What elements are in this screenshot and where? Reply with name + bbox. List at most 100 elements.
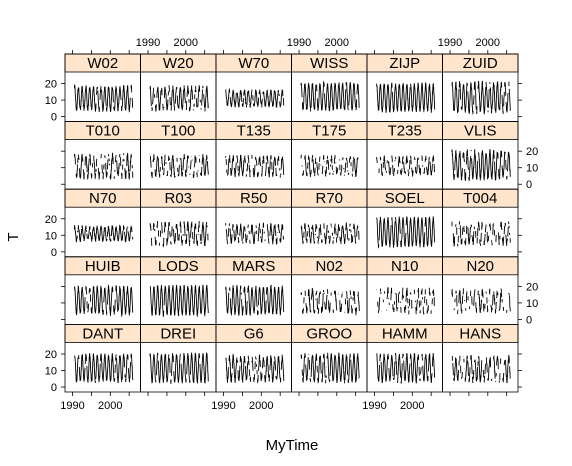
panel-zijp: ZIJP xyxy=(366,53,443,122)
series-line xyxy=(224,284,285,317)
series-line xyxy=(225,154,285,178)
panel-t135: T135 xyxy=(215,121,292,190)
panel-strip-label: N10 xyxy=(391,258,419,275)
panel-strip-label: DANT xyxy=(82,325,123,342)
panel-strip-label: ZIJP xyxy=(389,55,420,72)
x-tick-label: 1990 xyxy=(136,37,160,49)
panel-drei: DREI xyxy=(140,323,217,393)
panel-hans: HANS xyxy=(442,323,519,393)
panel-n10: N10 xyxy=(366,256,443,325)
x-tick-label: 2000 xyxy=(476,37,500,49)
panel-zuid: ZUID xyxy=(442,53,519,122)
y-tick-label: 10 xyxy=(526,298,538,310)
y-tick-label: 0 xyxy=(51,112,57,124)
series-line xyxy=(149,85,209,112)
panel-strip-label: DREI xyxy=(160,325,196,342)
panel-lods: LODS xyxy=(140,256,217,325)
panel-strip-label: R70 xyxy=(315,190,343,207)
panel-t235: T235 xyxy=(366,121,443,190)
series-line xyxy=(149,351,209,385)
panel-strip-label: T004 xyxy=(463,190,497,207)
series-line xyxy=(375,155,436,177)
panel-dant: DANT xyxy=(64,323,141,393)
series-line xyxy=(74,353,134,384)
y-tick-label: 0 xyxy=(51,382,57,394)
y-tick-label: 0 xyxy=(51,247,57,259)
panel-strip-label: T175 xyxy=(312,123,346,140)
series-line xyxy=(225,222,285,245)
panel-t175: T175 xyxy=(291,121,368,190)
panel-strip-label: W20 xyxy=(163,55,194,72)
x-tick-label: 2000 xyxy=(249,400,273,412)
series-line xyxy=(451,221,511,247)
x-tick-label: 1990 xyxy=(211,400,235,412)
panel-n70: N70 xyxy=(64,188,141,258)
panel-r50: R50 xyxy=(215,188,292,258)
x-axis-label: MyTime xyxy=(266,437,319,454)
series-line xyxy=(301,155,359,177)
series-line xyxy=(73,84,134,113)
panel-strip-label: HAMM xyxy=(382,325,428,342)
panel-strip-label: T010 xyxy=(86,123,120,140)
x-tick-label: 1990 xyxy=(60,400,84,412)
x-tick-label: 1990 xyxy=(362,400,386,412)
series-line xyxy=(300,221,360,245)
panel-strip-label: T100 xyxy=(161,123,195,140)
panel-w02: W02 xyxy=(64,53,141,122)
panel-strip-label: N70 xyxy=(89,190,117,207)
y-tick-label: 20 xyxy=(526,146,538,158)
y-tick-label: 20 xyxy=(45,79,57,91)
x-tick-label: 1990 xyxy=(287,37,311,49)
panel-strip-label: HANS xyxy=(459,325,501,342)
series-line xyxy=(149,220,209,248)
panel-w70: W70 xyxy=(215,53,292,122)
panel-strip-label: LODS xyxy=(158,258,199,275)
panel-g6: G6 xyxy=(215,323,292,393)
series-line xyxy=(451,288,511,315)
y-tick-label: 20 xyxy=(45,349,57,361)
x-tick-label: 2000 xyxy=(98,400,122,412)
x-tick-label: 1990 xyxy=(438,37,462,49)
panel-huib: HUIB xyxy=(64,256,141,325)
panel-groo: GROO xyxy=(291,323,368,393)
panel-strip-label: ZUID xyxy=(463,55,498,72)
y-axis-label: T xyxy=(5,232,22,241)
y-tick-label: 10 xyxy=(526,163,538,175)
series-line xyxy=(376,216,436,249)
panel-strip-label: HUIB xyxy=(85,258,121,275)
series-line xyxy=(451,149,511,182)
panel-soel: SOEL xyxy=(366,188,443,258)
panel-w20: W20 xyxy=(140,53,217,122)
series-line xyxy=(451,80,511,115)
panel-t100: T100 xyxy=(140,121,217,190)
panel-strip-label: MARS xyxy=(232,258,275,275)
series-line xyxy=(300,352,360,384)
panel-strip-label: T235 xyxy=(388,123,422,140)
y-tick-label: 0 xyxy=(526,179,532,191)
series-line xyxy=(376,287,435,316)
panel-wiss: WISS xyxy=(291,53,368,122)
series-line xyxy=(225,353,285,384)
panel-strip-label: WISS xyxy=(310,55,348,72)
panel-strip-label: R03 xyxy=(164,190,192,207)
series-line xyxy=(73,224,134,243)
panel-strip-label: VLIS xyxy=(464,123,497,140)
panel-n20: N20 xyxy=(442,256,519,325)
panel-mars: MARS xyxy=(215,256,292,325)
y-tick-label: 10 xyxy=(45,230,57,242)
panel-border xyxy=(442,323,519,393)
panel-vlis: VLIS xyxy=(442,121,519,190)
series-line xyxy=(451,354,511,384)
panel-strip-label: T135 xyxy=(237,123,271,140)
x-tick-label: 2000 xyxy=(325,37,349,49)
y-tick-label: 20 xyxy=(526,281,538,293)
panel-strip-label: R50 xyxy=(240,190,268,207)
series-line xyxy=(300,287,360,316)
panel-hamm: HAMM xyxy=(366,323,443,393)
series-line xyxy=(149,284,209,318)
x-tick-label: 2000 xyxy=(174,37,198,49)
panel-strip-label: GROO xyxy=(306,325,352,342)
x-tick-label: 2000 xyxy=(400,400,424,412)
panel-r70: R70 xyxy=(291,188,368,258)
